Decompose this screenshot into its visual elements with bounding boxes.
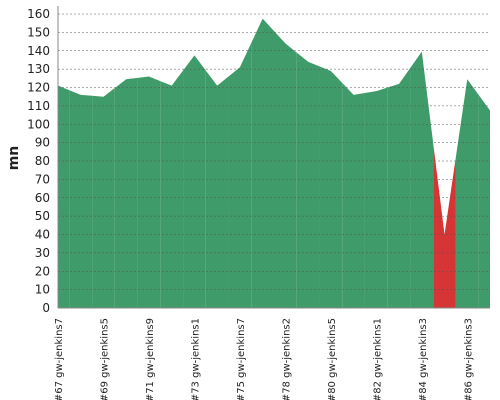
- y-tick-label: 80: [35, 154, 50, 168]
- x-tick-label: #69 gw-jenkins5: [99, 318, 110, 400]
- area-segment: [478, 94, 490, 308]
- area-segment: [228, 42, 252, 309]
- x-tick-label: #84 gw-jenkins3: [418, 318, 429, 400]
- x-tick-label: #86 gw-jenkins3: [463, 318, 474, 400]
- y-tick-label: 150: [27, 25, 50, 39]
- y-tick-label: 10: [35, 283, 50, 297]
- area-segment: [183, 55, 206, 308]
- area-segment: [137, 76, 161, 308]
- area-segment: [387, 67, 411, 308]
- x-tick-label: #73 gw-jenkins1: [190, 318, 201, 400]
- area-segment: [410, 51, 434, 308]
- area-segment: [114, 77, 138, 309]
- x-tick-label: #71 gw-jenkins9: [145, 318, 156, 400]
- area-segment: [296, 52, 320, 309]
- area-segment: [342, 82, 365, 308]
- y-tick-label: 30: [35, 246, 50, 260]
- y-tick-label: 130: [27, 62, 50, 76]
- y-tick-label: 100: [27, 117, 50, 131]
- y-tick-label: 70: [35, 172, 50, 186]
- area-segment: [433, 143, 456, 308]
- area-segment: [205, 70, 229, 308]
- y-tick-label: 140: [27, 44, 50, 58]
- y-tick-label: 0: [42, 301, 50, 315]
- area-segment: [455, 79, 479, 308]
- area-segment: [319, 66, 343, 309]
- y-tick-label: 120: [27, 81, 50, 95]
- y-axis-label: mn: [6, 146, 22, 171]
- x-tick-label: #67 gw-jenkins7: [54, 318, 65, 400]
- x-tick-label: #78 gw-jenkins2: [281, 318, 292, 400]
- area-segment: [274, 30, 297, 308]
- y-tick-label: 20: [35, 264, 50, 278]
- y-tick-label: 90: [35, 136, 50, 150]
- x-tick-label: #75 gw-jenkins7: [236, 318, 247, 400]
- y-tick-label: 160: [27, 7, 50, 21]
- area-segment: [251, 18, 274, 308]
- area-segment: [69, 90, 93, 308]
- area-segment: [160, 70, 184, 308]
- y-tick-label: 60: [35, 191, 50, 205]
- x-tick-label: #80 gw-jenkins5: [327, 318, 338, 400]
- area-segment: [58, 85, 70, 308]
- x-tick-label: #82 gw-jenkins1: [372, 318, 383, 400]
- area-segment: [364, 87, 388, 308]
- y-tick-label: 40: [35, 228, 50, 242]
- y-tick-label: 110: [27, 99, 50, 113]
- y-tick-label: 50: [35, 209, 50, 223]
